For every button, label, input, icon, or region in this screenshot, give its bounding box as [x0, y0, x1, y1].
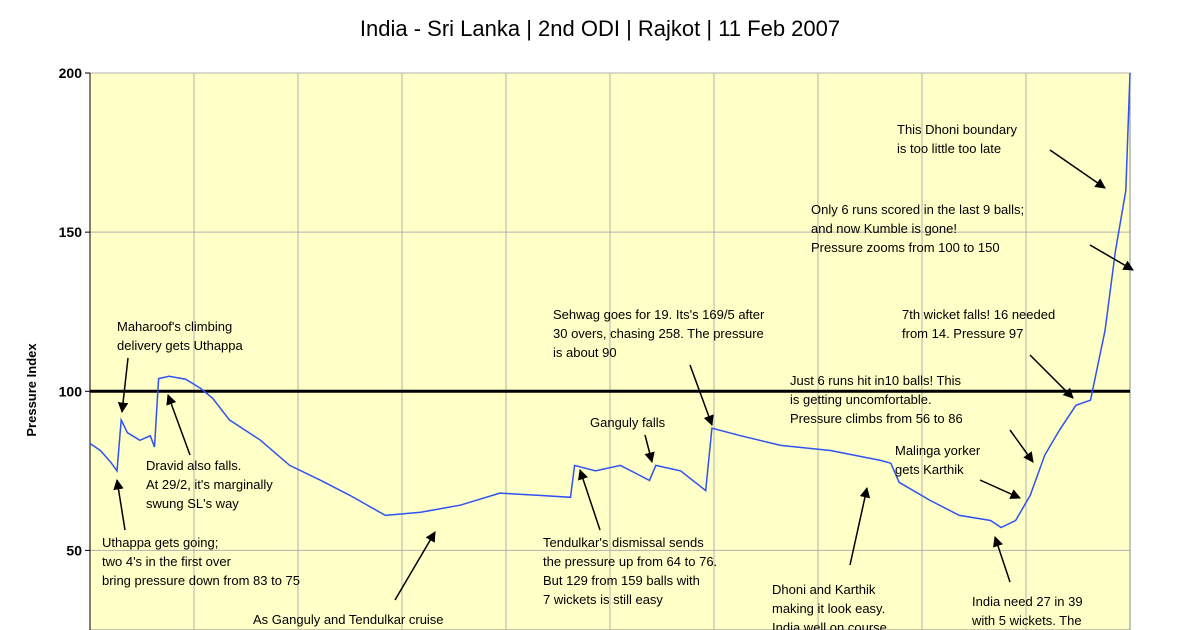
annotation-arrow: [1089, 244, 1134, 271]
annotation-text: Sehwag goes for 19. Its's 169/5 after: [553, 307, 765, 322]
annotation-arrow: [993, 536, 1011, 583]
annotation-text: Only 6 runs scored in the last 9 balls;: [811, 202, 1024, 217]
y-tick-label: 200: [59, 65, 83, 81]
annotation-text: This Dhoni boundary: [897, 122, 1017, 137]
annotation-text: As Ganguly and Tendulkar cruise: [253, 612, 444, 627]
annotation-arrow: [644, 434, 655, 464]
annotation-text: Malinga yorker: [895, 443, 981, 458]
annotation-text: swung SL's way: [146, 496, 239, 511]
annotation-text: Pressure zooms from 100 to 150: [811, 240, 1000, 255]
y-tick-label: 100: [59, 383, 83, 399]
annotation-text: 7th wicket falls! 16 needed: [902, 307, 1055, 322]
annotation-text: India well on course: [772, 620, 887, 630]
annotation-arrow: [979, 479, 1021, 499]
annotation-text: But 129 from 159 balls with: [543, 573, 700, 588]
annotation-text: Tendulkar's dismissal sends: [543, 535, 704, 550]
y-axis-label: Pressure Index: [24, 343, 39, 437]
annotation-text: bring pressure down from 83 to 75: [102, 573, 300, 588]
annotation-text: two 4's in the first over: [102, 554, 232, 569]
chart-title: India - Sri Lanka | 2nd ODI | Rajkot | 1…: [360, 16, 840, 41]
annotation-text: Uthappa gets going;: [102, 535, 218, 550]
annotation-text: is getting uncomfortable.: [790, 392, 932, 407]
annotation-arrow: [166, 394, 191, 456]
annotation-text: India need 27 in 39: [972, 594, 1083, 609]
annotation-text: Pressure climbs from 56 to 86: [790, 411, 963, 426]
annotation-text: 7 wickets is still easy: [543, 592, 663, 607]
annotation-text: and now Kumble is gone!: [811, 221, 957, 236]
annotation-text: At 29/2, it's marginally: [146, 477, 273, 492]
annotation-text: delivery gets Uthappa: [117, 338, 244, 353]
annotation-arrow: [1009, 429, 1034, 463]
annotation-text: is about 90: [553, 345, 617, 360]
annotation-text: is too little too late: [897, 141, 1001, 156]
annotation-text: Maharoof's climbing: [117, 319, 232, 334]
annotation-text: 30 overs, chasing 258. The pressure: [553, 326, 764, 341]
annotation-text: with 5 wickets. The: [971, 613, 1082, 628]
annotation-arrow: [1049, 149, 1106, 189]
annotation-text: Just 6 runs hit in10 balls! This: [790, 373, 962, 388]
y-tick-label: 150: [59, 224, 83, 240]
annotation-text: making it look easy.: [772, 601, 885, 616]
y-tick-label: 50: [66, 542, 82, 558]
annotation-arrow: [394, 531, 436, 601]
annotation-arrow: [689, 364, 714, 426]
annotation-text: Ganguly falls: [590, 415, 666, 430]
annotation-arrow: [113, 478, 126, 531]
annotation-text: Dhoni and Karthik: [772, 582, 876, 597]
data-line: [89, 72, 1131, 529]
annotation-arrow: [849, 486, 871, 566]
annotation-text: Dravid also falls.: [146, 458, 241, 473]
annotation-arrow: [1029, 354, 1074, 399]
annotation-text: from 14. Pressure 97: [902, 326, 1023, 341]
annotation-text: gets Karthik: [895, 462, 964, 477]
annotation-text: the pressure up from 64 to 76.: [543, 554, 717, 569]
annotation-arrow: [578, 469, 601, 531]
annotation-arrow: [117, 357, 129, 414]
